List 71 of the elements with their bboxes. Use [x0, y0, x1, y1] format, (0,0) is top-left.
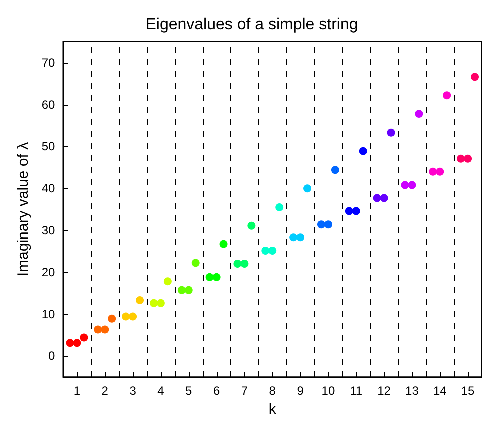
- point: [317, 220, 326, 229]
- point: [184, 286, 193, 294]
- x-tick-label: 1: [74, 384, 81, 398]
- x-tick-label: 8: [269, 384, 276, 398]
- point: [101, 326, 110, 334]
- point: [352, 207, 360, 216]
- y-tick-label: 50: [42, 140, 56, 154]
- point: [248, 222, 256, 230]
- point: [164, 278, 172, 286]
- x-tick-label: 10: [322, 384, 336, 398]
- point: [66, 339, 74, 348]
- point: [324, 220, 332, 229]
- point: [387, 128, 396, 137]
- x-tick-label: 13: [406, 384, 420, 398]
- x-tick-label: 7: [241, 384, 248, 398]
- point: [464, 154, 472, 163]
- point: [192, 259, 200, 268]
- point: [150, 299, 158, 308]
- point: [415, 110, 424, 118]
- point: [206, 273, 214, 282]
- x-axis-title: k: [268, 401, 277, 418]
- y-tick-label: 0: [48, 349, 56, 364]
- x-tick-label: 4: [158, 384, 165, 398]
- point: [94, 326, 102, 334]
- point: [136, 296, 144, 304]
- point: [380, 194, 388, 202]
- point: [443, 92, 452, 100]
- point: [73, 339, 82, 348]
- chart-title: Eigenvalues of a simple string: [146, 16, 358, 34]
- point: [234, 260, 242, 268]
- x-tick-label: 9: [297, 384, 304, 398]
- point: [108, 314, 116, 323]
- point: [429, 168, 438, 176]
- point: [471, 73, 480, 82]
- point: [457, 154, 466, 163]
- y-tick-label: 30: [42, 223, 56, 238]
- x-tick-label: 14: [433, 384, 448, 398]
- point: [80, 334, 88, 342]
- point: [408, 181, 416, 190]
- point: [373, 194, 382, 202]
- x-tick-label: 15: [461, 384, 476, 398]
- point: [345, 207, 354, 216]
- y-tick-label: 20: [42, 265, 56, 280]
- x-tick-label: 2: [102, 384, 109, 398]
- x-tick-label: 3: [130, 384, 137, 398]
- point: [220, 240, 228, 248]
- point: [240, 260, 249, 268]
- x-tick-label: 12: [378, 384, 392, 398]
- point: [122, 312, 130, 321]
- x-tick-label: 6: [213, 384, 220, 398]
- point: [401, 181, 410, 190]
- y-axis-title: Imaginary value of λ: [15, 142, 32, 277]
- x-tick-label: 5: [186, 384, 193, 398]
- point: [436, 168, 444, 176]
- point: [359, 147, 368, 156]
- point: [156, 299, 165, 308]
- point: [304, 184, 312, 193]
- point: [296, 234, 305, 242]
- point: [178, 286, 186, 294]
- y-tick-label: 60: [42, 98, 56, 112]
- y-tick-label: 40: [42, 182, 56, 196]
- point: [212, 273, 221, 282]
- y-tick-label: 70: [42, 56, 56, 70]
- point: [290, 234, 298, 242]
- point: [262, 247, 270, 256]
- point: [276, 203, 284, 212]
- point: [268, 247, 277, 256]
- y-tick-label: 10: [42, 307, 56, 322]
- point: [129, 312, 138, 321]
- point: [331, 166, 340, 174]
- x-tick-label: 11: [350, 384, 363, 398]
